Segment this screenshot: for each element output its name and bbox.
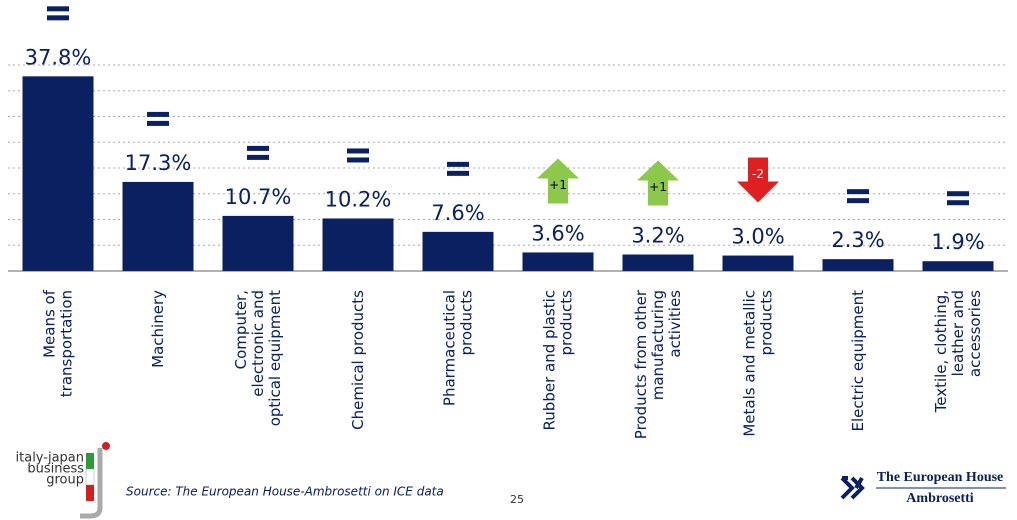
bar [322, 218, 394, 271]
value-label: 3.0% [731, 225, 784, 249]
rank-unchanged [947, 191, 969, 206]
equals-bar [847, 198, 869, 204]
rank-up: +1 [637, 160, 679, 206]
value-label: 2.3% [831, 228, 884, 252]
rank-change: -2 [752, 167, 764, 181]
x-tick-label: Computer,electronic andoptical equipment [232, 290, 284, 426]
value-label: 37.8% [25, 45, 92, 69]
bar [922, 261, 994, 271]
equals-bar [847, 189, 869, 195]
value-label: 1.9% [931, 230, 984, 254]
x-tick-label: Machinery [149, 290, 167, 368]
x-tick-label: Means oftransportation [40, 289, 75, 397]
rank-change: +1 [649, 180, 667, 194]
rank-unchanged [147, 111, 169, 126]
rank-unchanged [247, 145, 269, 160]
logo-text: The European House [877, 470, 1004, 485]
x-tick-label: Pharmaceuticalproducts [440, 290, 475, 406]
left-logo: italy-japan business group [16, 442, 110, 519]
right-logo: The European House Ambrosetti [840, 470, 1006, 506]
equals-bar [347, 157, 369, 163]
equals-bar [147, 120, 169, 126]
bar [222, 215, 294, 271]
value-label: 3.6% [531, 221, 584, 245]
equals-bar [47, 15, 69, 21]
value-label: 3.2% [631, 224, 684, 248]
bar [22, 76, 94, 271]
logo-text: business [27, 462, 84, 477]
arrow-up [637, 160, 679, 206]
equals-bar [447, 170, 469, 176]
x-tick-label: Chemical products [349, 290, 367, 430]
bar [422, 231, 494, 271]
logo-text: italy-japan [16, 451, 84, 466]
logo-green [86, 453, 94, 469]
rank-change: +1 [549, 178, 567, 192]
bar [722, 255, 794, 271]
x-tick-label: Metals and metallicproducts [740, 290, 775, 437]
equals-bar [147, 111, 169, 117]
page-number: 25 [510, 493, 524, 506]
logo-text: group [46, 473, 84, 488]
value-label: 10.7% [225, 185, 292, 209]
bar [522, 252, 594, 271]
equals-bar [947, 191, 969, 197]
logo-white [85, 468, 95, 486]
x-tick-label: Electric equipment [849, 290, 867, 432]
logo-j [80, 448, 103, 519]
equals-bar [947, 200, 969, 206]
rank-unchanged [47, 6, 69, 21]
logo-dot [102, 442, 110, 450]
logo-text: Ambrosetti [906, 491, 974, 506]
equals-bar [347, 148, 369, 154]
value-label: 10.2% [325, 187, 392, 211]
x-tick-label: Rubber and plasticproducts [540, 290, 575, 431]
arrow-down [737, 157, 779, 203]
equals-bar [447, 161, 469, 167]
value-label: 7.6% [431, 201, 484, 225]
value-label: 17.3% [125, 151, 192, 175]
equals-bar [47, 6, 69, 12]
bar [822, 259, 894, 271]
x-tick-label: Textile, clothing,leather andaccessories [932, 290, 984, 414]
logo-mark [840, 476, 865, 500]
rank-up: +1 [537, 158, 579, 204]
rank-unchanged [447, 161, 469, 176]
bar [122, 181, 194, 271]
rank-unchanged [847, 189, 869, 204]
equals-bar [247, 145, 269, 151]
equals-bar [247, 154, 269, 160]
logo-red [86, 485, 94, 501]
bar [622, 254, 694, 271]
rank-unchanged [347, 148, 369, 163]
source: Source: The European House-Ambrosetti on… [126, 485, 444, 499]
arrow-up [537, 158, 579, 204]
rank-down: -2 [737, 157, 779, 203]
x-tick-label: Products from othermanufacturingactiviti… [632, 289, 684, 439]
